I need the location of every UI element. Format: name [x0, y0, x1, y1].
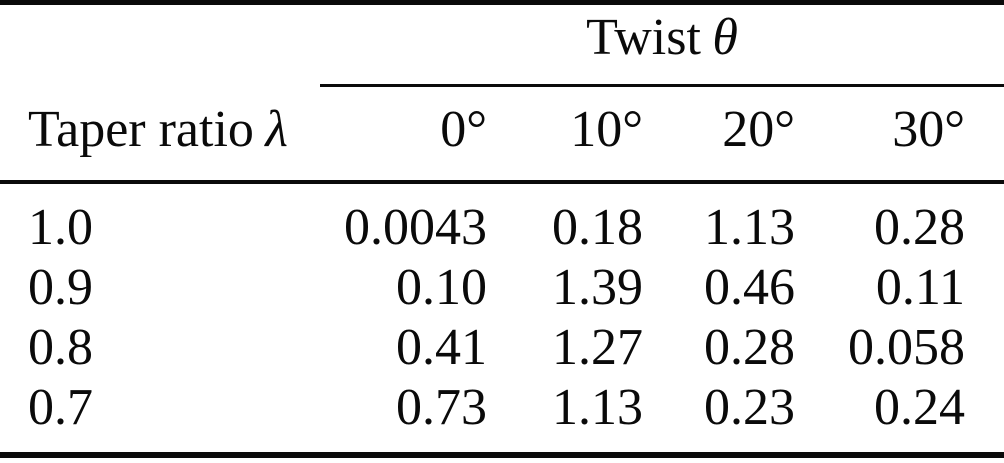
- row-label: 1.0: [28, 199, 93, 256]
- theta-symbol: θ: [712, 9, 738, 66]
- table-cell: 1.13: [552, 379, 643, 436]
- row-label: 0.9: [28, 259, 93, 316]
- row-label: 0.7: [28, 379, 93, 436]
- spanner-word: Twist: [586, 9, 701, 66]
- table-cell: 0.11: [875, 259, 965, 316]
- column-header-30deg: 30°: [892, 101, 965, 158]
- table-cell: 0.23: [704, 379, 795, 436]
- table-cell: 1.39: [552, 259, 643, 316]
- table-cell: 1.13: [704, 199, 795, 256]
- column-header-0deg: 0°: [440, 101, 487, 158]
- table-cell: 0.41: [396, 319, 487, 376]
- spanner-underline-rule: [320, 84, 1004, 87]
- column-spanner: Twist θ: [320, 12, 1004, 64]
- table-bottom-rule: [0, 452, 1004, 458]
- table-cell: 0.73: [396, 379, 487, 436]
- table-cell: 0.24: [874, 379, 965, 436]
- table-cell: 1.27: [552, 319, 643, 376]
- table-cell: 0.058: [848, 319, 965, 376]
- header-separator-rule: [0, 180, 1004, 184]
- row-label: 0.8: [28, 319, 93, 376]
- table-cell: 0.28: [874, 199, 965, 256]
- table-cell: 0.28: [704, 319, 795, 376]
- lambda-symbol: λ: [265, 101, 288, 158]
- stub-header-word: Taper ratio: [28, 101, 254, 158]
- stub-header: Taper ratio λ: [28, 104, 308, 156]
- table-cell: 0.46: [704, 259, 795, 316]
- table-cell: 0.10: [396, 259, 487, 316]
- column-header-20deg: 20°: [722, 101, 795, 158]
- table-cell: 0.0043: [344, 199, 487, 256]
- table-cell: 0.18: [552, 199, 643, 256]
- table-top-rule: [0, 0, 1004, 5]
- column-header-10deg: 10°: [570, 101, 643, 158]
